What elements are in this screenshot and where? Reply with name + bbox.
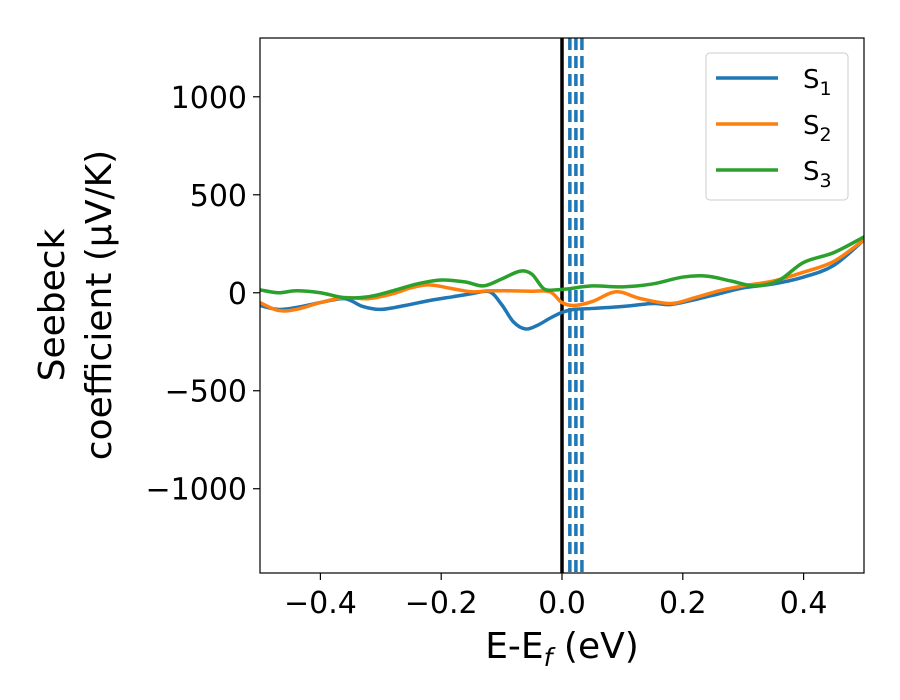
x-tick-label: 0.2: [659, 586, 707, 621]
series-line-s3: [260, 235, 864, 300]
legend-label-s2: S2: [803, 111, 832, 146]
y-axis-ticks: 1000 500 0 −500 −1000: [146, 81, 260, 508]
x-axis-ticks: −0.4 −0.2 0.0 0.2 0.4: [284, 573, 827, 621]
x-tick-label: −0.4: [284, 586, 357, 621]
plot-content: [260, 38, 864, 573]
legend-box: [705, 52, 849, 201]
y-axis-title-line1: Seebeck: [32, 228, 73, 381]
y-tick-label: 500: [190, 179, 247, 214]
y-tick-label: 1000: [171, 81, 247, 116]
y-tick-label: −500: [165, 375, 247, 410]
x-tick-label: 0.0: [538, 586, 586, 621]
legend-label-s1: S1: [803, 65, 832, 100]
y-axis-title-line2: coefficient (μV/K): [79, 150, 120, 460]
series-line-s1: [260, 238, 864, 331]
legend: S1 S2 S3: [705, 52, 849, 201]
series-lines: [260, 235, 864, 331]
y-tick-label: −1000: [146, 473, 247, 508]
legend-label-s3: S3: [803, 157, 832, 192]
y-tick-label: 0: [228, 277, 247, 312]
x-tick-label: 0.4: [780, 586, 828, 621]
x-tick-label: −0.2: [405, 586, 478, 621]
x-axis-title: E-Ef (eV): [485, 626, 639, 672]
